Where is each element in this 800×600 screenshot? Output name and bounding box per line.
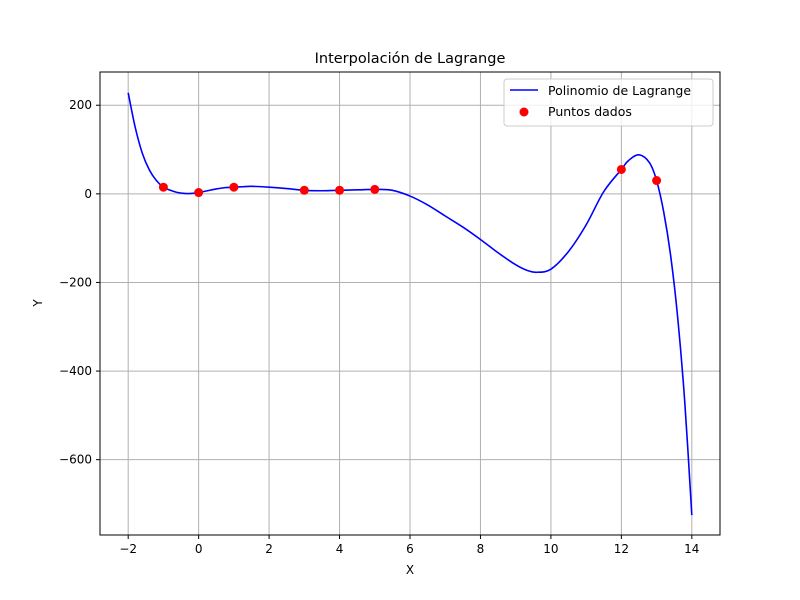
- y-tick-label: 200: [69, 98, 92, 112]
- y-tick-label: 0: [84, 187, 92, 201]
- x-tick-label: 4: [336, 542, 344, 556]
- data-point: [194, 188, 204, 198]
- x-tick-label: −2: [119, 542, 137, 556]
- x-tick-label: 0: [195, 542, 203, 556]
- x-tick-label: 2: [265, 542, 273, 556]
- y-axis-label: Y: [31, 299, 45, 308]
- legend-label-points: Puntos dados: [548, 104, 632, 119]
- legend: Polinomio de Lagrange Puntos dados: [503, 78, 714, 127]
- x-tick-label: 14: [684, 542, 699, 556]
- data-point: [229, 182, 239, 192]
- polynomial-curve: [127, 92, 693, 516]
- data-point: [652, 176, 662, 186]
- x-tick-label: 8: [477, 542, 485, 556]
- data-point: [158, 182, 168, 192]
- legend-point-swatch: [519, 107, 529, 117]
- data-point: [335, 185, 345, 195]
- x-tick-label: 10: [543, 542, 558, 556]
- chart-title: Interpolación de Lagrange: [315, 51, 506, 67]
- grid: [100, 72, 720, 535]
- x-tick-label: 12: [614, 542, 629, 556]
- data-point: [299, 185, 309, 195]
- legend-label-polynomial: Polinomio de Lagrange: [548, 83, 691, 98]
- data-point: [370, 184, 380, 194]
- series-layer: [127, 92, 693, 516]
- x-tick-label: 6: [406, 542, 414, 556]
- y-tick-label: −600: [59, 453, 92, 467]
- y-tick-label: −200: [59, 275, 92, 289]
- y-tick-label: −400: [59, 364, 92, 378]
- data-point: [616, 164, 626, 174]
- legend-box: [503, 78, 714, 127]
- ticks: −2 0 2 4 6 8 10 12 14 200 0 −200 −400 −600: [59, 98, 699, 556]
- x-axis-label: X: [406, 563, 414, 577]
